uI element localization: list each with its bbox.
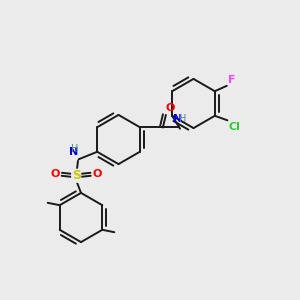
Text: H: H [70,144,78,154]
Text: O: O [51,169,60,179]
Text: S: S [72,169,81,182]
Text: N: N [173,114,182,124]
Text: Cl: Cl [228,122,240,132]
Text: F: F [228,75,235,85]
Text: O: O [165,103,174,113]
Text: O: O [92,169,101,179]
Text: N: N [69,147,78,157]
Text: H: H [179,114,187,124]
